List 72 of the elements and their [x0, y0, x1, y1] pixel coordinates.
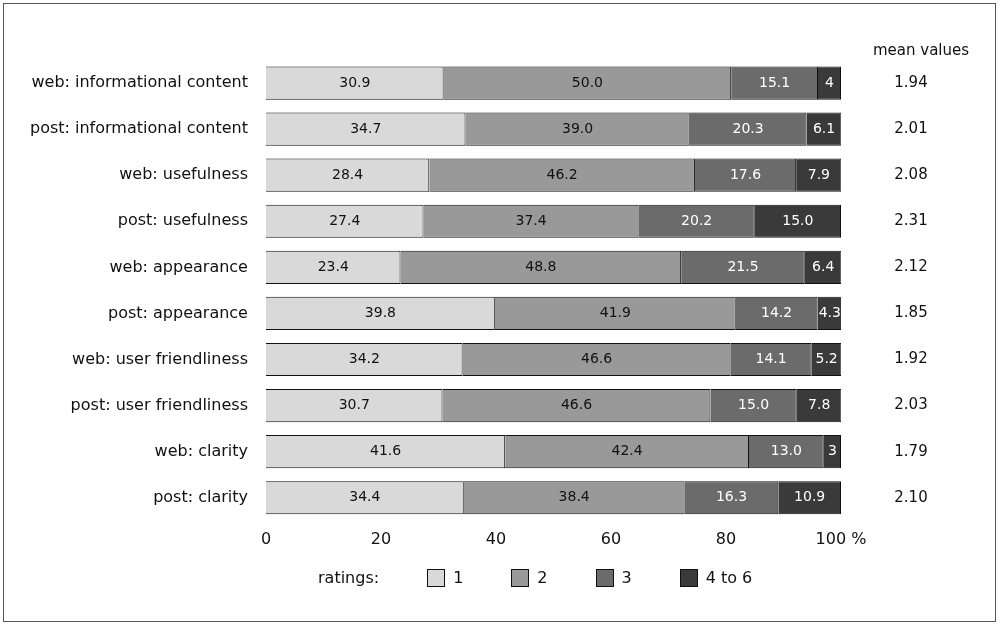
text: mean values — [872, 40, 970, 59]
text: 2.31 — [894, 211, 928, 230]
data-label: 37.4 — [515, 211, 547, 228]
data-label: 42.4 — [611, 442, 643, 459]
legend-label: 4 to 6 — [705, 568, 753, 587]
data-label: 46.2 — [546, 165, 578, 182]
text: 1.85 — [894, 303, 928, 322]
data-label: 34.2 — [348, 350, 380, 367]
text: 2.08 — [894, 165, 928, 184]
data-label: 6.4 — [812, 258, 835, 274]
data-label: 46.6 — [560, 396, 593, 413]
y-tick-label: post: usefulness — [117, 210, 248, 230]
y-tick-label: post: informational content — [30, 118, 248, 138]
data-label: 10.9 — [794, 488, 826, 505]
text: 2.03 — [894, 395, 928, 414]
data-label: 48.8 — [525, 258, 557, 274]
data-label: 13.0 — [770, 442, 802, 459]
data-label: 4 — [825, 73, 835, 90]
data-label: 17.6 — [729, 165, 762, 182]
legend-label: 3 — [621, 568, 632, 587]
text: 2.10 — [894, 487, 928, 506]
text: 2.12 — [894, 257, 928, 276]
x-tick-label: 80 — [715, 528, 737, 548]
text: 2.01 — [894, 119, 928, 138]
data-label: 20.2 — [681, 211, 713, 228]
y-tick-label: post: clarity — [153, 486, 248, 506]
y-tick-label: web: usefulness — [119, 164, 248, 184]
data-label: 28.4 — [332, 165, 364, 182]
data-label: 46.6 — [581, 350, 613, 367]
text: 1.94 — [894, 72, 928, 91]
data-label: 39.0 — [562, 119, 594, 136]
x-tick-label: 60 — [600, 528, 622, 548]
data-label: 16.3 — [715, 488, 748, 505]
y-tick-label: web: informational content — [31, 72, 248, 92]
data-label: 4.3 — [818, 304, 841, 321]
data-label: 20.3 — [732, 119, 764, 136]
data-label: 6.1 — [812, 119, 836, 136]
y-tick-label: web: user friendliness — [72, 348, 248, 368]
x-tick-label: 100 % — [815, 528, 867, 548]
data-label: 39.8 — [364, 304, 396, 321]
legend-title: ratings: — [318, 568, 380, 587]
data-label: 15.0 — [782, 211, 814, 228]
text: 1.92 — [894, 349, 928, 368]
data-label: 34.7 — [350, 119, 382, 136]
data-label: 15.0 — [738, 396, 770, 413]
data-label: 41.6 — [369, 442, 402, 459]
x-tick-label: 40 — [485, 528, 507, 548]
legend-label: 1 — [453, 568, 464, 587]
data-label: 38.4 — [558, 488, 590, 505]
data-label: 7.8 — [808, 396, 831, 413]
y-tick-label: web: clarity — [154, 440, 248, 460]
data-label: 23.4 — [317, 258, 349, 274]
x-tick-label: 20 — [370, 528, 392, 548]
data-label: 21.5 — [727, 258, 759, 274]
data-label: 30.9 — [339, 73, 371, 90]
data-label: 50.0 — [571, 73, 603, 90]
y-tick-label: post: user friendliness — [70, 394, 248, 414]
data-label: 14.2 — [761, 304, 793, 321]
data-label: 3 — [827, 442, 837, 459]
x-tick-label: 0 — [260, 528, 272, 548]
y-tick-label: web: appearance — [109, 256, 248, 276]
data-label: 14.1 — [755, 350, 787, 367]
data-label: 41.9 — [599, 304, 631, 321]
text: 1.79 — [894, 441, 928, 460]
data-label: 34.4 — [349, 488, 381, 505]
data-label: 7.9 — [807, 165, 830, 182]
y-tick-label: post: appearance — [108, 302, 248, 322]
data-label: 30.7 — [338, 396, 370, 413]
legend-label: 2 — [537, 568, 548, 587]
data-label: 15.1 — [759, 73, 791, 90]
data-label: 5.2 — [815, 350, 838, 367]
data-label: 27.4 — [329, 211, 361, 228]
